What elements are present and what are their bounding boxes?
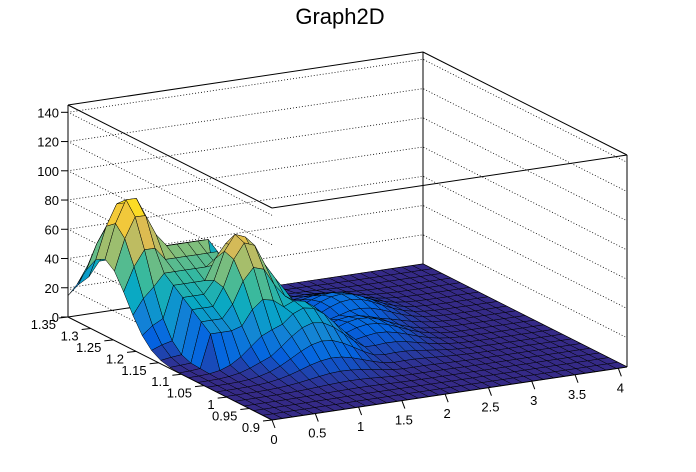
z-tick-label: 0 <box>52 310 59 325</box>
surface-mesh <box>67 198 628 421</box>
x-tick <box>617 368 622 377</box>
x-tick-label: 1 <box>357 419 364 434</box>
x-tick-label: 3 <box>530 393 537 408</box>
gridline <box>66 88 628 245</box>
y-tick-label: 1.05 <box>167 386 192 401</box>
z-tick-label: 80 <box>45 193 59 208</box>
x-tick <box>271 419 276 429</box>
y-tick <box>149 362 159 365</box>
x-tick <box>574 374 579 383</box>
y-axis-line <box>67 316 273 421</box>
x-tick-label: 4 <box>617 380 624 395</box>
y-tick-label: 0.9 <box>242 420 260 435</box>
y-tick-label: 1.2 <box>106 351 124 366</box>
z-tick-label: 20 <box>45 281 59 296</box>
x-tick-label: 0.5 <box>308 426 326 441</box>
gridline <box>66 117 628 275</box>
y-tick-label: 0.95 <box>212 409 237 424</box>
y-tick-label: 1.15 <box>121 363 146 378</box>
x-tick <box>531 381 536 390</box>
y-tick-label: 1.35 <box>31 317 56 332</box>
y-tick-label: 1 <box>207 397 214 412</box>
x-axis-line <box>271 366 628 421</box>
z-tick-label: 40 <box>45 252 59 267</box>
x-tick <box>358 406 363 416</box>
z-tick-label: 100 <box>37 164 59 179</box>
x-tick <box>444 393 449 403</box>
x-tick-label: 3.5 <box>568 387 586 402</box>
x-tick <box>401 400 406 409</box>
x-tick-label: 2 <box>444 406 451 421</box>
gridline <box>66 58 628 216</box>
y-tick <box>262 419 273 422</box>
x-tick <box>487 387 492 396</box>
left-top-edge <box>67 104 273 209</box>
z-tick-label: 120 <box>37 135 59 150</box>
axes: 0 0.5 1 1.5 2 2.5 3 3.5 40.90.9511.051.11.151.21… <box>31 105 628 447</box>
y-tick <box>126 350 137 353</box>
y-tick <box>172 373 182 376</box>
chart-title: Graph2D <box>295 4 384 29</box>
y-tick <box>104 339 114 342</box>
x-tick-label: 2.5 <box>481 400 499 415</box>
y-tick <box>240 408 250 411</box>
y-tick-label: 1.1 <box>151 374 169 389</box>
right-top-edge <box>422 51 628 156</box>
y-tick <box>81 327 91 330</box>
back-top-edge <box>67 51 424 106</box>
x-tick-label: 0 <box>270 432 277 447</box>
y-tick <box>217 396 227 399</box>
z-tick-label: 140 <box>37 105 59 120</box>
y-tick <box>194 385 205 388</box>
x-tick <box>314 413 319 422</box>
y-tick-label: 1.3 <box>61 328 79 343</box>
surface-cell <box>67 265 88 296</box>
x-tick-label: 1.5 <box>395 413 413 428</box>
y-tick-label: 1.25 <box>76 340 101 355</box>
front-top-edge <box>271 154 628 209</box>
z-tick-label: 60 <box>45 222 59 237</box>
